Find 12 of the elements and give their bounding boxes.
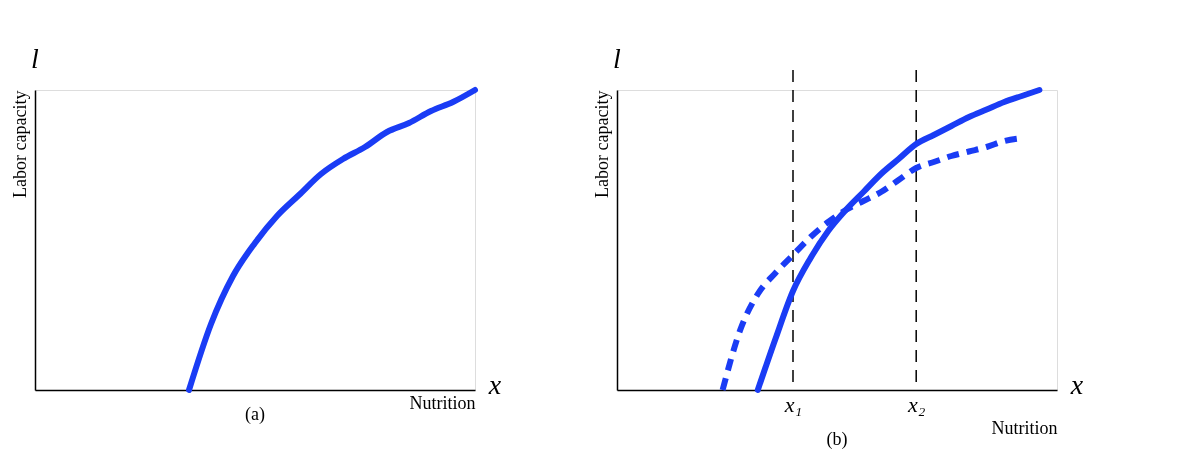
x-axis-title: Nutrition <box>991 417 1058 438</box>
text: x <box>487 369 502 400</box>
x-tick-label: x₂ <box>906 391 926 417</box>
y-axis-title: Labor capacity <box>591 90 612 198</box>
text: l <box>613 43 622 74</box>
text: x <box>1069 369 1084 400</box>
text: (b) <box>826 429 848 450</box>
text: (a) <box>245 404 265 425</box>
y-axis-title: Labor capacity <box>9 90 30 198</box>
x-axis-title: Nutrition <box>409 392 476 413</box>
x-tick-label: x₁ <box>783 391 803 417</box>
text: l <box>31 43 40 74</box>
